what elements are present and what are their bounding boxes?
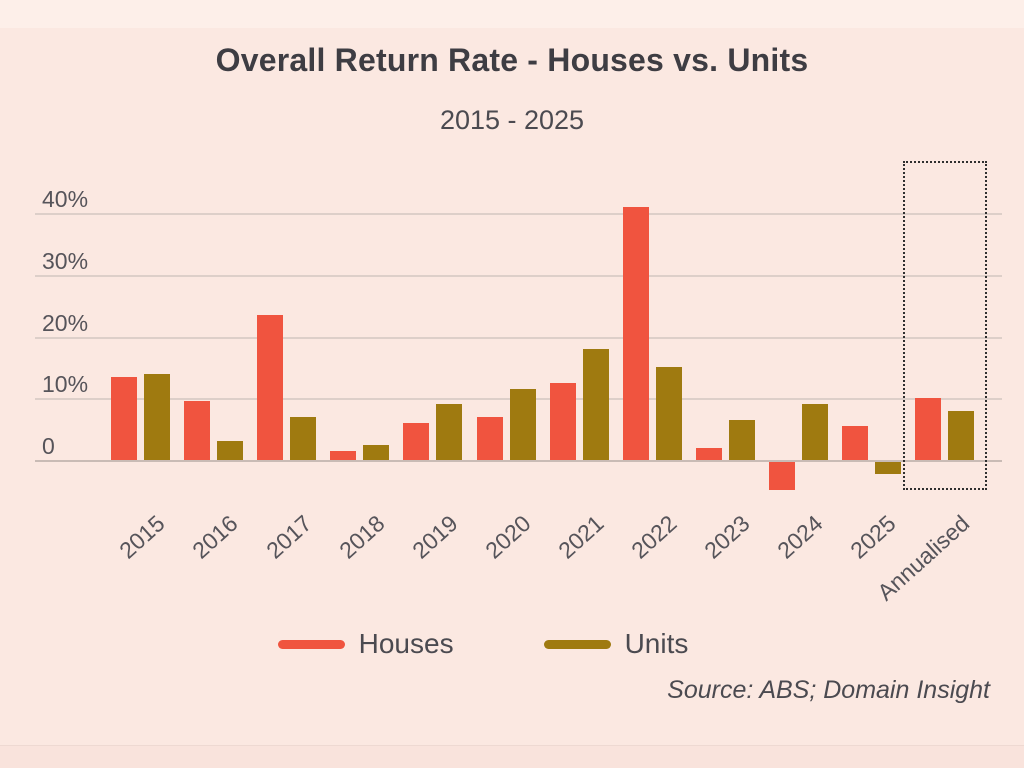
- bar-houses-annualised: [915, 398, 942, 460]
- x-tick-2017: 2017: [260, 510, 317, 564]
- top-band: [0, 0, 1024, 28]
- bar-units-2019: [436, 404, 463, 460]
- bar-houses-2023: [695, 447, 722, 460]
- x-tick-2015: 2015: [114, 510, 170, 564]
- y-tick-40: 40%: [42, 186, 89, 212]
- legend-item-units: Units: [543, 628, 689, 660]
- bar-houses-2016: [184, 401, 211, 460]
- bar-houses-2025: [842, 426, 868, 460]
- chart-title: Overall Return Rate - Houses vs. Units: [215, 42, 809, 78]
- x-tick-2025: 2025: [845, 510, 901, 564]
- bar-units-2025: [875, 462, 901, 475]
- annualised-highlight-box: [902, 161, 987, 490]
- x-tick-2020: 2020: [479, 510, 536, 564]
- bar-houses-2020: [476, 416, 503, 460]
- units-legend-label: Units: [624, 628, 689, 659]
- gridline-40: [35, 213, 1002, 215]
- bar-houses-2024: [768, 462, 795, 490]
- houses-legend-label: Houses: [358, 628, 454, 659]
- bar-units-2018: [363, 444, 390, 460]
- gridline-0: [35, 460, 1002, 462]
- x-tick-2022: 2022: [626, 510, 682, 564]
- x-tick-2018: 2018: [333, 510, 390, 564]
- chart-subtitle: 2015 - 2025: [439, 105, 585, 135]
- y-tick-0: 0: [42, 433, 55, 459]
- x-tick-2023: 2023: [699, 510, 755, 564]
- bar-houses-2018: [330, 450, 357, 460]
- bar-houses-2015: [111, 376, 137, 460]
- x-tick-2024: 2024: [772, 510, 828, 564]
- y-tick-30: 30%: [42, 247, 89, 274]
- bar-units-2024: [801, 404, 828, 460]
- bar-houses-2021: [549, 382, 576, 460]
- legend: Houses Units: [0, 628, 966, 660]
- bar-units-annualised: [948, 410, 975, 460]
- bar-houses-2017: [257, 314, 284, 460]
- bar-houses-2019: [403, 422, 430, 460]
- bottom-divider: [0, 745, 1024, 746]
- bar-units-2016: [217, 441, 244, 460]
- y-tick-10: 10%: [42, 371, 89, 398]
- houses-swatch: [277, 639, 345, 649]
- bar-units-2021: [582, 348, 609, 460]
- y-tick-20: 20%: [42, 309, 89, 336]
- x-tick-2019: 2019: [406, 510, 463, 564]
- x-tick-2016: 2016: [187, 510, 244, 564]
- units-swatch: [543, 639, 611, 649]
- plot-area: 40% 30% 20% 10% 0 2015 2016 2017 2018 2019 2020 202…: [35, 150, 1005, 610]
- bottom-band: [0, 746, 1024, 768]
- bar-units-2022: [655, 367, 682, 460]
- gridline-20: [35, 336, 1002, 339]
- source-credit: Source: ABS; Domain Insight: [667, 676, 990, 704]
- gridline-30: [35, 274, 1002, 277]
- bar-units-2023: [728, 419, 755, 460]
- bar-units-2020: [509, 388, 536, 460]
- bar-houses-2022: [622, 206, 649, 460]
- x-tick-2021: 2021: [553, 510, 609, 564]
- legend-item-houses: Houses: [277, 628, 454, 660]
- bar-units-2015: [144, 373, 170, 460]
- bar-units-2017: [290, 416, 317, 460]
